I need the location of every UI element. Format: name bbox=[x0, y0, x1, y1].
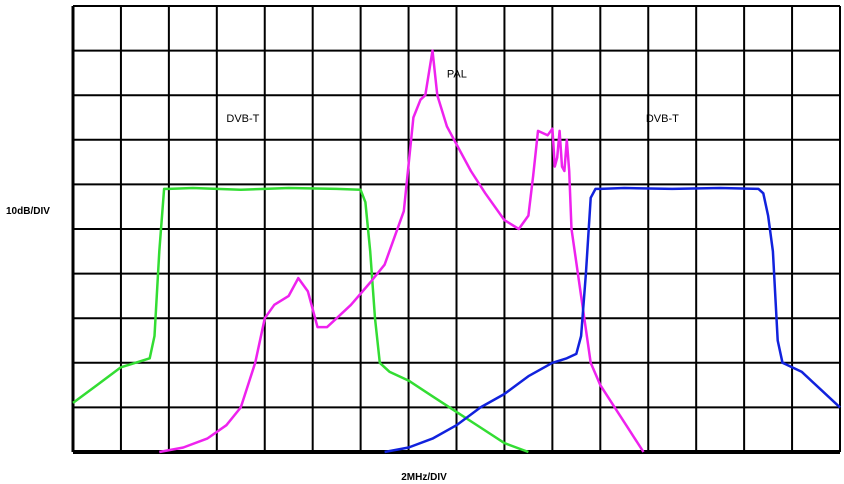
series-line-3 bbox=[384, 186, 841, 454]
series-line-2 bbox=[159, 49, 645, 454]
chart-series-group bbox=[72, 49, 841, 454]
annotation-label-2: PAL bbox=[447, 68, 467, 80]
x-axis-label: 2MHz/DIV bbox=[401, 472, 447, 483]
annotation-label-3: DVB-T bbox=[646, 113, 679, 125]
y-axis-label: 10dB/DIV bbox=[6, 206, 50, 217]
chart-grid bbox=[71, 5, 841, 454]
chart-annotations: DVB-T PAL DVB-T bbox=[226, 68, 679, 125]
series-line-1 bbox=[72, 186, 529, 454]
annotation-label-1: DVB-T bbox=[226, 113, 259, 125]
